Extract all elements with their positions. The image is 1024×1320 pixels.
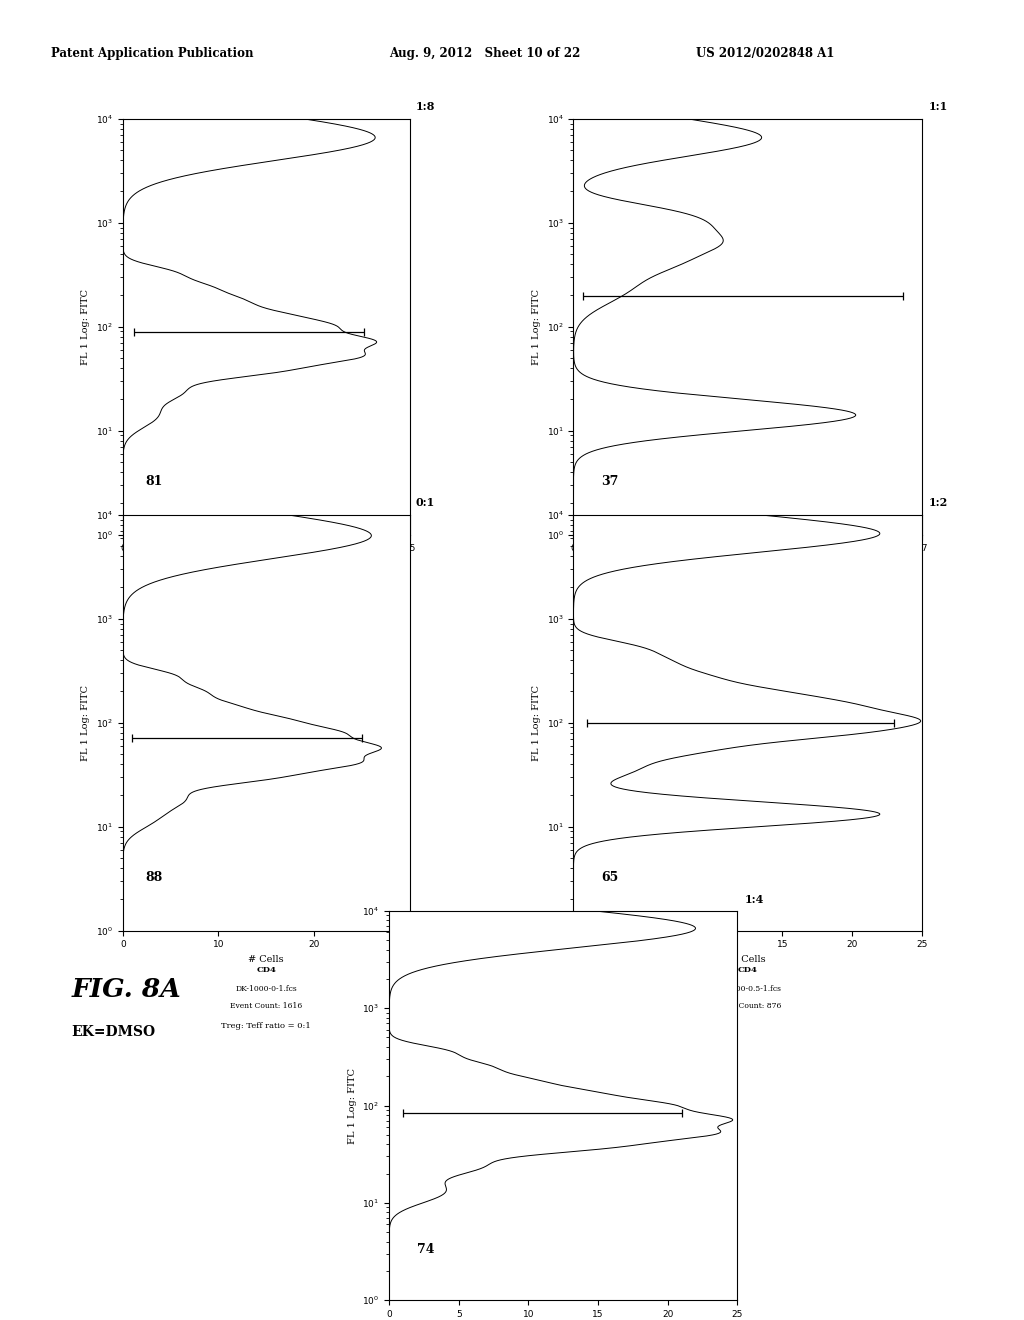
Text: 1:8: 1:8 [416,102,435,112]
Text: CD4: CD4 [737,966,758,974]
Text: 74: 74 [417,1243,434,1257]
Text: 1:1: 1:1 [929,102,948,112]
Text: 1:4: 1:4 [744,894,764,906]
Text: Event Count: 876: Event Count: 876 [714,1002,781,1010]
Text: FIG. 8A: FIG. 8A [72,977,181,1002]
Text: Aug. 9, 2012   Sheet 10 of 22: Aug. 9, 2012 Sheet 10 of 22 [389,46,581,59]
Text: US 2012/0202848 A1: US 2012/0202848 A1 [696,46,835,59]
Text: 0:1: 0:1 [416,498,434,508]
Y-axis label: FL 1 Log: FITC: FL 1 Log: FITC [532,289,541,364]
Text: Event Count: 669: Event Count: 669 [714,606,781,614]
Text: CD4: CD4 [256,966,276,974]
Text: CD4: CD4 [256,570,276,578]
Text: 1:2: 1:2 [929,498,948,508]
Text: DK-1000-0.125-1.fcs: DK-1000-0.125-1.fcs [227,589,305,597]
Text: DK-1000-0-1.fcs: DK-1000-0-1.fcs [236,985,297,993]
X-axis label: # Cells: # Cells [249,954,284,964]
Y-axis label: FL 1 Log: FITC: FL 1 Log: FITC [348,1068,356,1143]
Text: CD4: CD4 [737,570,758,578]
Text: Treg: Teff ratio = 0:1: Treg: Teff ratio = 0:1 [221,1022,311,1031]
X-axis label: # Cells: # Cells [249,558,284,568]
Y-axis label: FL 1 Log: FITC: FL 1 Log: FITC [82,685,90,760]
Y-axis label: FL 1 Log: FITC: FL 1 Log: FITC [532,685,541,760]
Text: DK-1000-1-1.fcs: DK-1000-1-1.fcs [717,589,778,597]
Text: Event Count: 1616: Event Count: 1616 [230,1002,302,1010]
Text: Patent Application Publication: Patent Application Publication [51,46,254,59]
Text: 65: 65 [601,871,618,883]
Text: 88: 88 [145,871,163,883]
X-axis label: # Cells: # Cells [730,954,765,964]
Text: 81: 81 [145,475,163,487]
Text: Event Count: 1168: Event Count: 1168 [230,606,302,614]
X-axis label: # Cells: # Cells [730,558,765,568]
Y-axis label: FL 1 Log: FITC: FL 1 Log: FITC [82,289,90,364]
Text: 37: 37 [601,475,618,487]
Text: DK-1000-0.5-1.fcs: DK-1000-0.5-1.fcs [713,985,782,993]
Text: EK=DMSO: EK=DMSO [72,1026,156,1039]
